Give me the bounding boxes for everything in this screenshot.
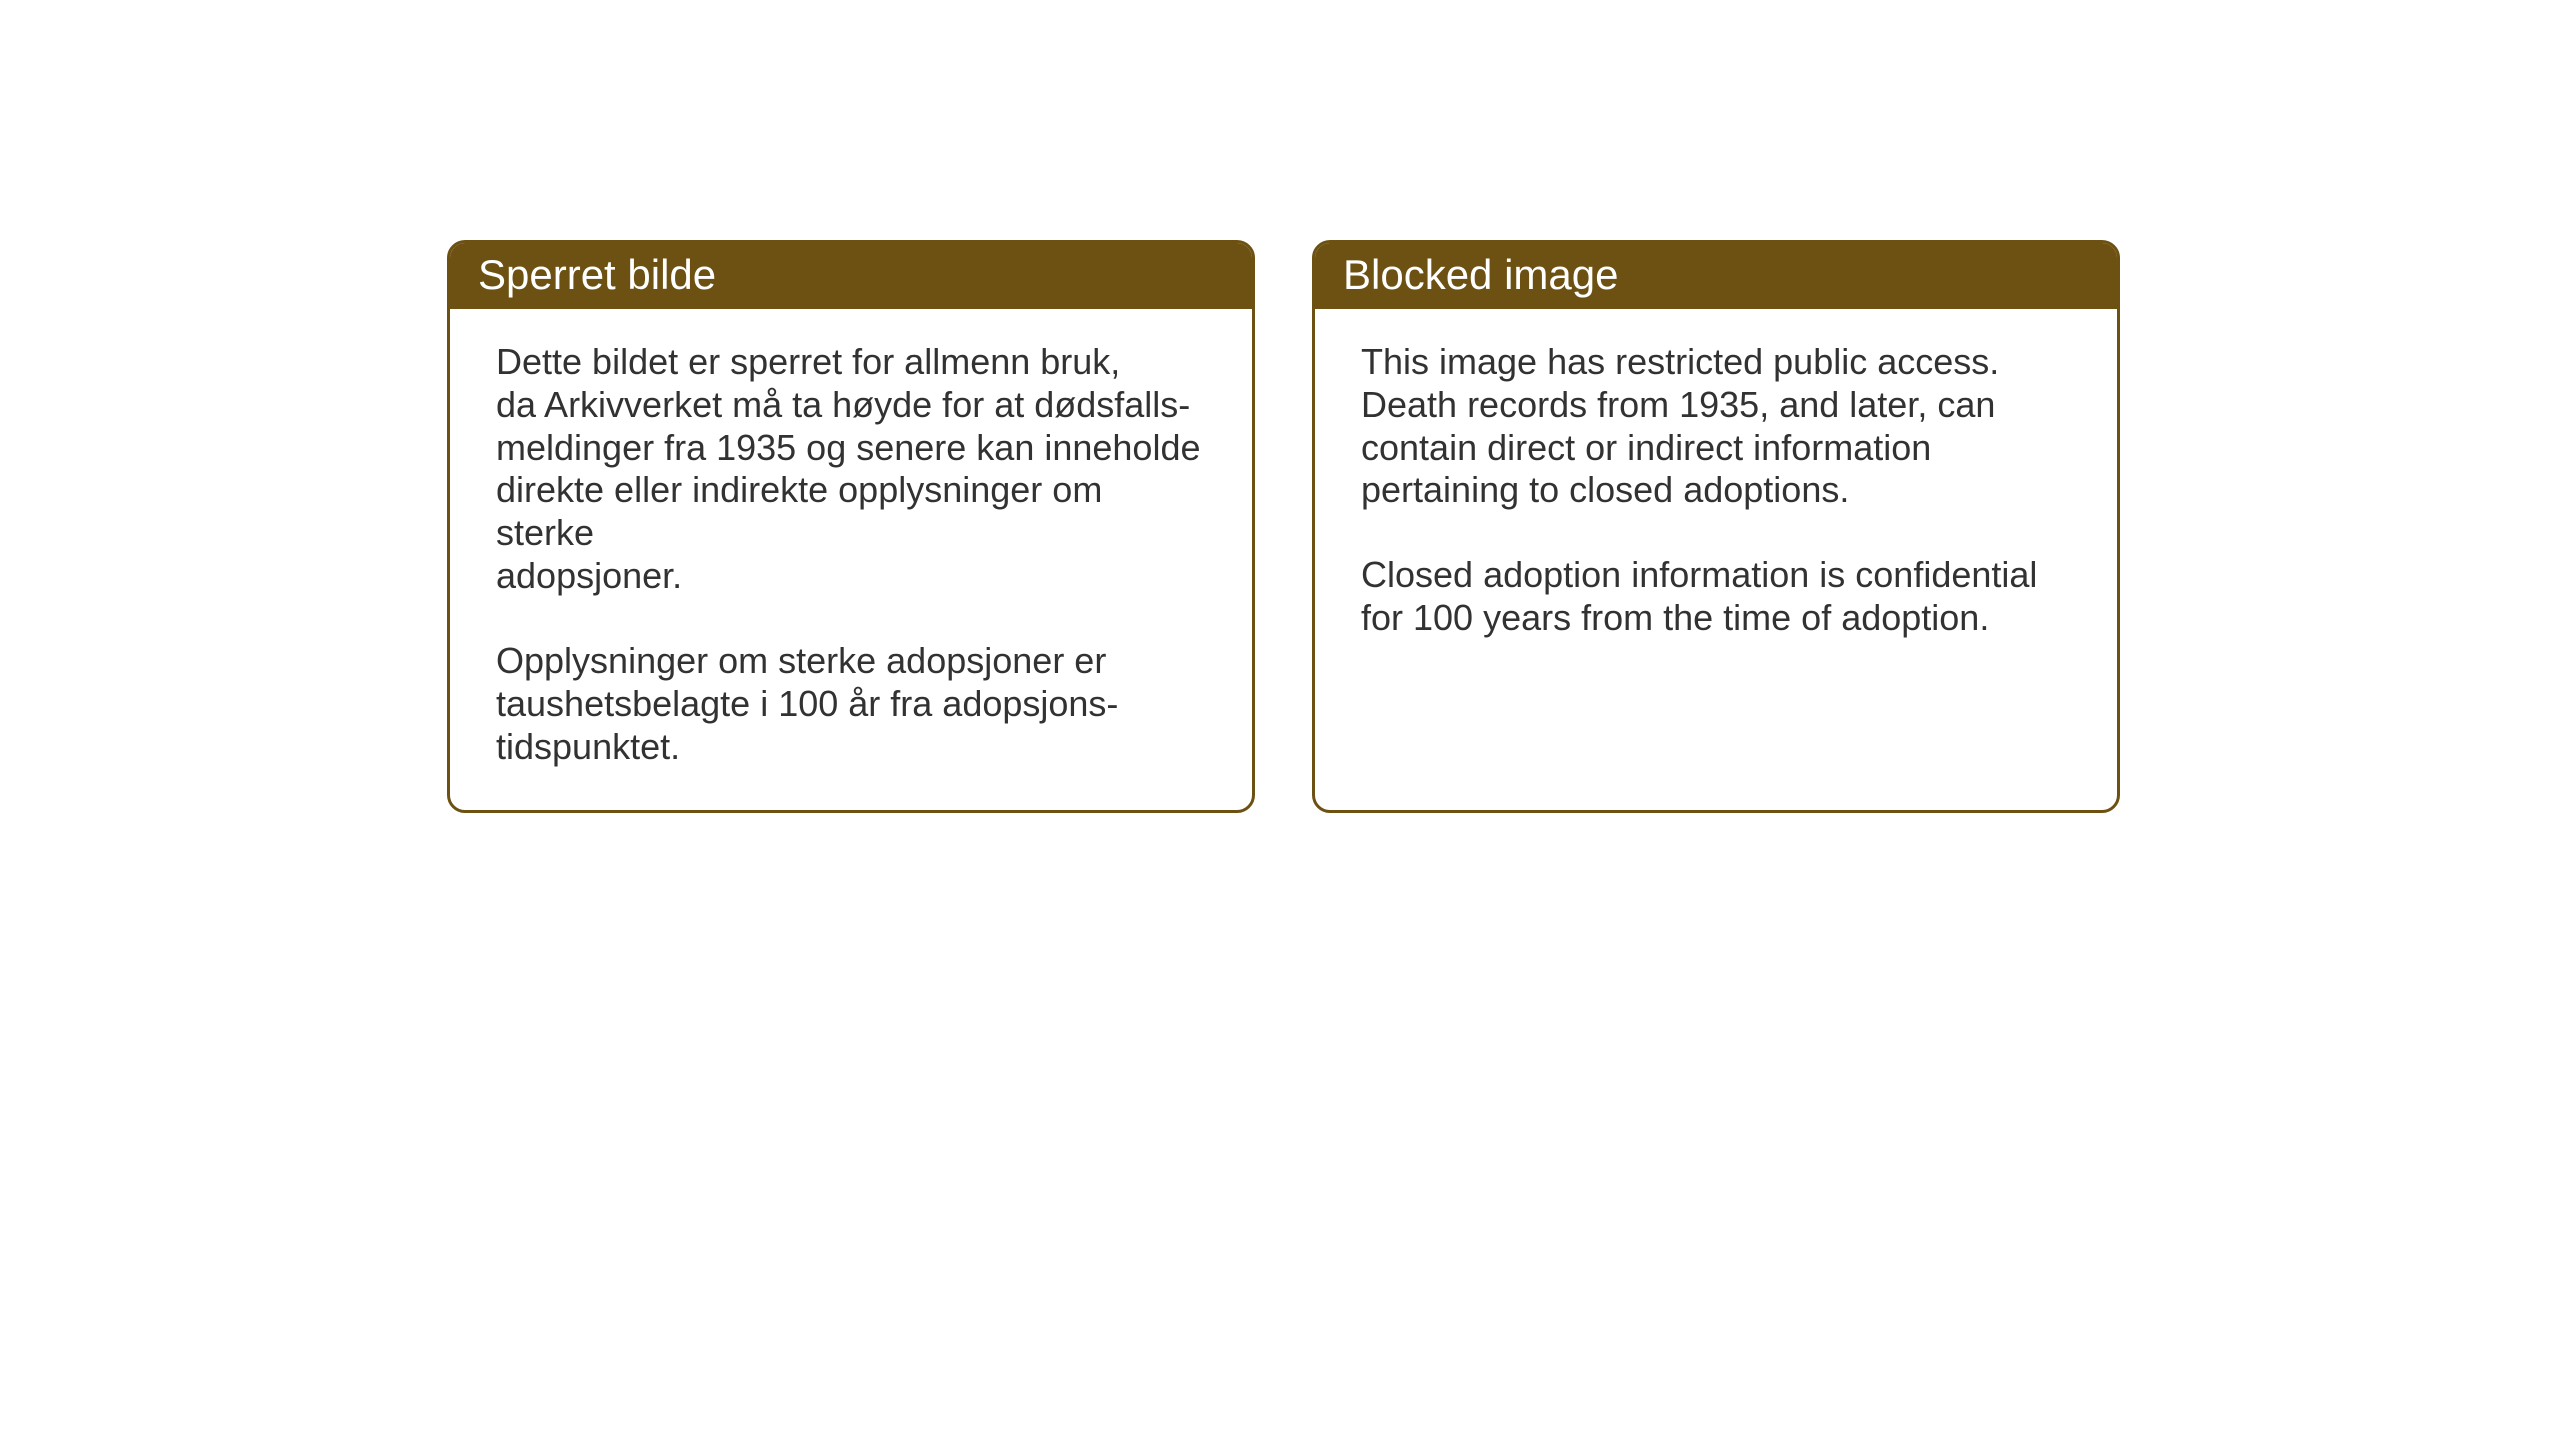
panel-paragraph-2-english: Closed adoption information is confident…	[1361, 554, 2071, 640]
panel-english: Blocked image This image has restricted …	[1312, 240, 2120, 813]
panel-paragraph-1-norwegian: Dette bildet er sperret for allmenn bruk…	[496, 341, 1206, 598]
panel-header-english: Blocked image	[1315, 243, 2117, 309]
panel-paragraph-2-norwegian: Opplysninger om sterke adopsjoner ertaus…	[496, 640, 1206, 768]
panel-body-norwegian: Dette bildet er sperret for allmenn bruk…	[450, 309, 1252, 810]
panel-header-norwegian: Sperret bilde	[450, 243, 1252, 309]
panel-paragraph-1-english: This image has restricted public access.…	[1361, 341, 2071, 512]
panels-container: Sperret bilde Dette bildet er sperret fo…	[447, 240, 2120, 813]
panel-body-english: This image has restricted public access.…	[1315, 309, 2117, 682]
panel-title-english: Blocked image	[1343, 251, 1618, 298]
panel-title-norwegian: Sperret bilde	[478, 251, 716, 298]
panel-norwegian: Sperret bilde Dette bildet er sperret fo…	[447, 240, 1255, 813]
